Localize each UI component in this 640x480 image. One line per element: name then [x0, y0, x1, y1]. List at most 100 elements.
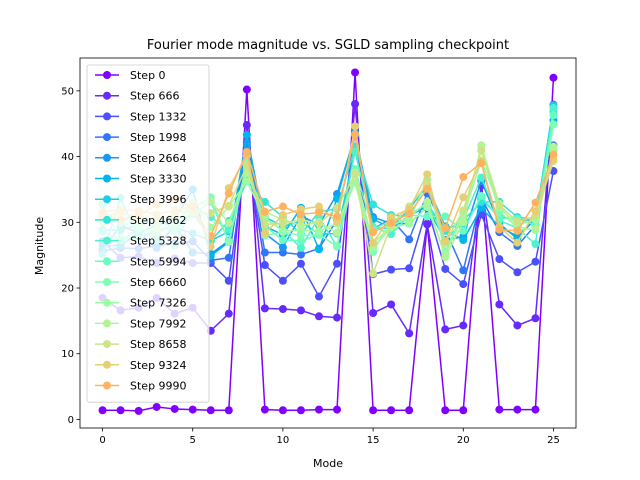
data-point	[314, 226, 323, 235]
data-point	[224, 253, 233, 262]
data-point	[224, 238, 233, 247]
data-point	[296, 406, 305, 415]
data-point	[296, 250, 305, 259]
legend-marker	[103, 153, 111, 162]
data-point	[441, 406, 450, 415]
legend-item: Step 0	[95, 69, 166, 82]
data-point	[423, 219, 432, 228]
data-point	[278, 406, 287, 415]
data-point	[278, 276, 287, 285]
data-point	[296, 221, 305, 230]
data-point	[441, 212, 450, 221]
x-tick-label: 20	[457, 435, 470, 446]
data-point	[495, 255, 504, 264]
data-point	[333, 228, 342, 237]
data-point	[260, 405, 269, 414]
data-point	[387, 406, 396, 415]
legend-marker	[103, 381, 111, 390]
data-point	[242, 121, 251, 130]
legend-marker	[103, 133, 111, 142]
data-point	[278, 226, 287, 235]
data-point	[369, 228, 378, 237]
legend-item: Step 9990	[95, 380, 187, 393]
y-tick-label: 50	[61, 86, 74, 97]
data-point	[531, 198, 540, 207]
data-point	[98, 406, 107, 415]
data-point	[278, 211, 287, 220]
data-point	[495, 225, 504, 234]
legend-label: Step 7992	[130, 317, 187, 330]
data-point	[351, 147, 360, 156]
data-point	[513, 226, 522, 235]
data-point	[170, 404, 179, 413]
legend-item: Step 4662	[95, 214, 187, 227]
data-point	[278, 219, 287, 228]
data-point	[278, 202, 287, 211]
legend-marker	[103, 319, 111, 328]
data-point	[314, 202, 323, 211]
data-point	[423, 170, 432, 179]
data-point	[260, 229, 269, 238]
data-point	[260, 261, 269, 270]
data-point	[477, 173, 486, 182]
legend-label: Step 0	[130, 69, 166, 82]
data-point	[513, 321, 522, 330]
data-point	[188, 405, 197, 414]
data-point	[477, 146, 486, 155]
legend-item: Step 666	[95, 90, 180, 103]
data-point	[224, 309, 233, 318]
legend-label: Step 9324	[130, 359, 187, 372]
legend-item: Step 9324	[95, 359, 187, 372]
data-point	[477, 192, 486, 201]
data-point	[549, 150, 558, 159]
y-tick-label: 0	[68, 415, 74, 426]
legend-label: Step 9990	[130, 380, 187, 393]
data-point	[441, 237, 450, 246]
data-point	[278, 236, 287, 245]
data-point	[405, 406, 414, 415]
data-point	[531, 239, 540, 248]
data-point	[333, 313, 342, 322]
data-point	[351, 122, 360, 131]
legend-marker	[103, 215, 111, 224]
x-axis-label: Mode	[313, 457, 343, 470]
data-point	[260, 248, 269, 257]
data-point	[351, 130, 360, 139]
data-point	[224, 218, 233, 227]
legend-marker	[103, 174, 111, 183]
legend-marker	[103, 360, 111, 369]
data-point	[296, 259, 305, 268]
data-point	[549, 73, 558, 82]
data-point	[314, 312, 323, 321]
data-point	[314, 245, 323, 254]
data-point	[405, 329, 414, 338]
data-point	[206, 406, 215, 415]
data-point	[351, 100, 360, 108]
legend-item: Step 8658	[95, 338, 187, 351]
data-point	[242, 85, 251, 94]
data-point	[242, 130, 251, 139]
data-point	[224, 276, 233, 285]
data-point	[459, 206, 468, 215]
legend-marker	[103, 236, 111, 245]
data-point	[116, 406, 125, 415]
data-point	[278, 305, 287, 314]
data-point	[224, 201, 233, 210]
x-tick-label: 10	[277, 435, 290, 446]
y-tick-label: 20	[61, 284, 74, 295]
data-point	[405, 209, 414, 218]
data-point	[224, 406, 233, 415]
data-point	[495, 405, 504, 414]
data-point	[459, 193, 468, 202]
data-point	[549, 103, 558, 112]
data-point	[333, 241, 342, 250]
data-point	[477, 159, 486, 168]
data-point	[314, 405, 323, 414]
legend-label: Step 5328	[130, 235, 187, 248]
data-point	[314, 292, 323, 301]
legend-item: Step 1332	[95, 110, 187, 123]
legend-label: Step 7326	[130, 297, 187, 310]
legend-label: Step 1332	[130, 110, 187, 123]
data-point	[351, 68, 360, 77]
